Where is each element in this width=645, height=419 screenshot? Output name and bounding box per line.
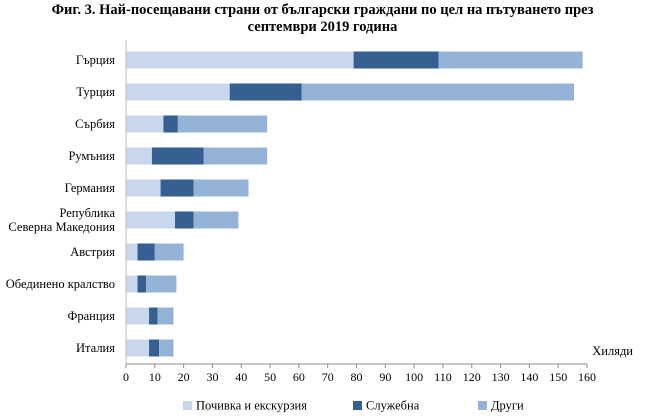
bar-9-series-2 [149, 307, 158, 325]
category-label-7: Австрия [70, 245, 115, 259]
legend-swatch-1 [183, 401, 192, 410]
x-tick-label-50: 50 [264, 370, 276, 384]
bar-9-series-1 [126, 307, 150, 325]
bar-1-series-1 [126, 51, 354, 69]
x-tick-label-100: 100 [405, 370, 423, 384]
bar-7-series-2 [137, 243, 155, 261]
x-tick-label-140: 140 [520, 370, 538, 384]
x-tick-label-10: 10 [149, 370, 161, 384]
bar-7-series-1 [126, 243, 138, 261]
bar-6-series-2 [174, 211, 194, 229]
bar-8-series-3 [146, 275, 177, 293]
x-tick-label-160: 160 [578, 370, 596, 384]
x-tick-label-20: 20 [178, 370, 190, 384]
bar-3-series-2 [163, 115, 178, 133]
x-tick-label-70: 70 [322, 370, 334, 384]
category-label-9: Франция [68, 309, 116, 323]
bar-8-series-1 [126, 275, 138, 293]
bar-1-series-3 [438, 51, 583, 69]
bar-2-series-1 [126, 83, 230, 101]
category-label-3: Сърбия [75, 117, 115, 131]
bar-4-series-1 [126, 147, 152, 165]
category-label-4: Румъния [68, 149, 115, 163]
bar-2-series-2 [229, 83, 302, 101]
category-label-2: Турция [76, 85, 115, 99]
x-tick-label-30: 30 [206, 370, 218, 384]
bar-10-series-1 [126, 339, 150, 357]
bar-3-series-3 [177, 115, 268, 133]
x-tick-label-60: 60 [293, 370, 305, 384]
category-label-6-line-2: Северна Македония [8, 220, 115, 234]
bar-1-series-2 [353, 51, 439, 69]
bar-6-series-3 [193, 211, 239, 229]
x-unit-label: Хиляди [592, 344, 633, 358]
x-tick-label-80: 80 [351, 370, 363, 384]
category-label-1: Гърция [76, 53, 115, 67]
bar-5-series-3 [193, 179, 249, 197]
legend-swatch-2 [353, 401, 362, 410]
bar-8-series-2 [137, 275, 147, 293]
category-label-6-line-1: Република [59, 206, 115, 220]
chart-title: Фиг. 3. Най-посещавани страни от българс… [0, 2, 645, 36]
x-tick-label-110: 110 [434, 370, 452, 384]
x-tick-label-120: 120 [463, 370, 481, 384]
legend-label-1: Почивка и екскурзия [196, 399, 307, 413]
bar-5-series-1 [126, 179, 161, 197]
x-tick-label-90: 90 [379, 370, 391, 384]
bar-4-series-2 [151, 147, 204, 165]
category-label-8: Обединено кралство [6, 277, 115, 291]
chart-title-line-2: септември 2019 година [247, 19, 398, 35]
legend-label-2: Служебна [366, 399, 420, 413]
category-label-10: Италия [76, 341, 115, 355]
bar-9-series-3 [157, 307, 174, 325]
chart-title-line-1: Фиг. 3. Най-посещавани страни от българс… [51, 2, 594, 18]
bar-4-series-3 [203, 147, 268, 165]
bar-2-series-3 [301, 83, 575, 101]
x-tick-label-130: 130 [492, 370, 510, 384]
bar-5-series-2 [160, 179, 194, 197]
x-tick-label-0: 0 [123, 370, 129, 384]
x-tick-label-40: 40 [235, 370, 247, 384]
category-label-5: Германия [65, 181, 116, 195]
bar-3-series-1 [126, 115, 164, 133]
bar-10-series-2 [149, 339, 160, 357]
bar-10-series-3 [159, 339, 174, 357]
bar-6-series-1 [126, 211, 175, 229]
legend-swatch-3 [478, 401, 487, 410]
legend-label-3: Други [491, 399, 524, 413]
bar-7-series-3 [154, 243, 184, 261]
x-tick-label-150: 150 [549, 370, 567, 384]
